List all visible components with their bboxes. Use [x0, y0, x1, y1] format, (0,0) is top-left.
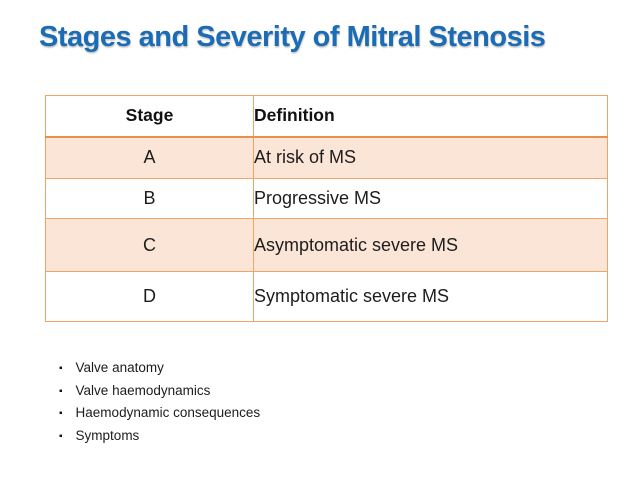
list-item: ▪ Valve anatomy [59, 358, 260, 381]
table-row-stage-a: A At risk of MS [45, 136, 608, 179]
list-item: ▪ Valve haemodynamics [59, 381, 260, 404]
stages-table-container: Stage Definition A At risk of MS B Progr… [45, 95, 608, 322]
list-item-label: Valve anatomy [75, 360, 164, 375]
list-item-label: Valve haemodynamics [75, 382, 211, 398]
list-item: ▪ Haemodynamic consequences [59, 403, 260, 426]
list-item-label: Symptoms [75, 427, 140, 443]
stage-cell: D [45, 271, 254, 322]
stage-cell: A [45, 136, 254, 179]
list-item: ▪ Symptoms [59, 426, 260, 449]
list-item-label: Haemodynamic consequences [75, 405, 261, 420]
column-header-stage: Stage [45, 95, 254, 138]
definition-cell: Progressive MS [253, 178, 608, 219]
table-header-row: Stage Definition [45, 95, 608, 138]
table-row-stage-c: C Asymptomatic severe MS [45, 218, 608, 272]
bullet-square-icon: ▪ [59, 430, 63, 442]
definition-cell: At risk of MS [253, 136, 608, 179]
stage-cell: B [45, 178, 254, 219]
table-row-stage-d: D Symptomatic severe MS [45, 271, 608, 322]
stage-cell: C [45, 218, 254, 272]
slide-title: Stages and Severity of Mitral Stenosis [39, 21, 546, 53]
table-row-stage-b: B Progressive MS [45, 178, 608, 219]
stages-table: Stage Definition A At risk of MS B Progr… [45, 95, 608, 322]
column-header-definition: Definition [253, 95, 608, 138]
bullet-square-icon: ▪ [59, 363, 63, 374]
definition-cell: Symptomatic severe MS [253, 271, 608, 322]
bullet-square-icon: ▪ [59, 408, 63, 419]
definition-cell: Asymptomatic severe MS [253, 218, 608, 272]
bullet-list: ▪ Valve anatomy ▪ Valve haemodynamics ▪ … [59, 358, 260, 448]
bullet-square-icon: ▪ [59, 385, 63, 397]
